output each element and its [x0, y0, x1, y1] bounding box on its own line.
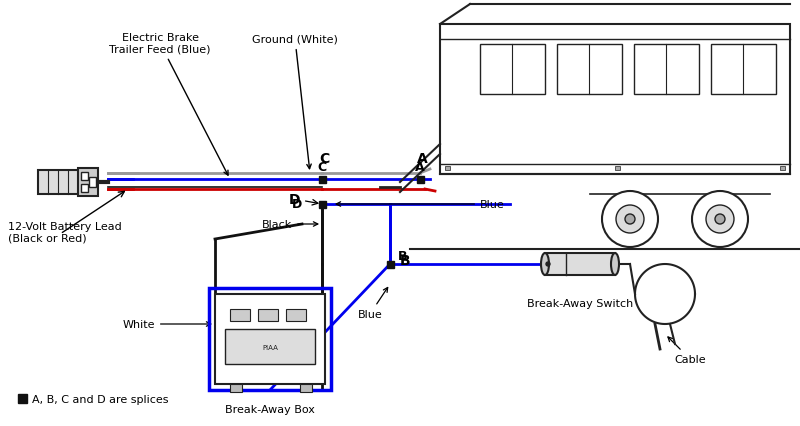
Text: White: White: [122, 319, 211, 329]
Circle shape: [602, 192, 658, 248]
Text: D: D: [292, 198, 302, 211]
Text: 12-Volt Battery Lead
(Black or Red): 12-Volt Battery Lead (Black or Red): [8, 222, 122, 243]
Bar: [300, 384, 312, 392]
Bar: [78, 169, 98, 196]
Bar: [81, 184, 88, 193]
Bar: [209, 288, 331, 390]
Bar: [225, 329, 315, 364]
Bar: [318, 201, 326, 208]
Text: Ground (White): Ground (White): [252, 35, 338, 169]
Ellipse shape: [611, 253, 619, 275]
Bar: [81, 173, 88, 181]
Bar: [417, 176, 423, 183]
Bar: [445, 167, 450, 170]
Text: Cable: Cable: [668, 337, 706, 364]
Text: Blue: Blue: [336, 199, 505, 210]
Text: C: C: [318, 161, 326, 174]
Text: A, B, C and D are splices: A, B, C and D are splices: [32, 394, 169, 404]
Circle shape: [706, 205, 734, 233]
Bar: [258, 309, 278, 321]
Text: Black: Black: [262, 219, 318, 230]
Bar: [286, 309, 306, 321]
Bar: [634, 45, 699, 95]
Text: C: C: [319, 152, 329, 166]
Circle shape: [625, 215, 635, 225]
Text: A: A: [417, 152, 427, 166]
Circle shape: [692, 192, 748, 248]
Text: B: B: [400, 253, 410, 268]
Bar: [18, 394, 27, 403]
Bar: [38, 170, 88, 195]
Circle shape: [546, 262, 550, 266]
Text: D: D: [289, 193, 318, 207]
Text: Break-Away Box: Break-Away Box: [225, 404, 315, 414]
Text: Blue: Blue: [358, 288, 388, 319]
Bar: [230, 384, 242, 392]
Bar: [557, 45, 622, 95]
Bar: [711, 45, 776, 95]
Bar: [545, 253, 615, 275]
Text: PIAA: PIAA: [262, 344, 278, 350]
Bar: [89, 178, 96, 187]
Text: B: B: [398, 250, 407, 263]
Bar: [318, 176, 326, 183]
Bar: [780, 167, 785, 170]
Ellipse shape: [541, 253, 549, 275]
Bar: [480, 45, 545, 95]
Bar: [215, 294, 325, 384]
Bar: [230, 309, 250, 321]
Text: Break-Away Switch: Break-Away Switch: [527, 298, 633, 308]
Circle shape: [715, 215, 725, 225]
Bar: [615, 167, 620, 170]
Bar: [386, 261, 394, 268]
Bar: [440, 25, 790, 175]
Text: Electric Brake
Trailer Feed (Blue): Electric Brake Trailer Feed (Blue): [110, 33, 228, 176]
Text: A: A: [415, 161, 425, 174]
Circle shape: [616, 205, 644, 233]
